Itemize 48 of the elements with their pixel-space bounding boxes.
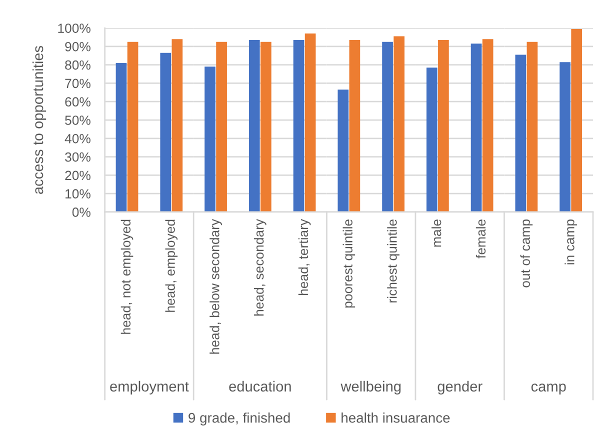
bar	[216, 42, 227, 212]
y-tick-label: 80%	[65, 60, 90, 70]
bar	[260, 42, 272, 212]
y-tick-label: 0%	[72, 208, 90, 217]
bar	[470, 44, 482, 212]
x-axis-title: camp	[531, 384, 566, 394]
bar	[338, 90, 349, 212]
bar	[304, 34, 316, 212]
bar	[394, 36, 404, 212]
bar	[293, 40, 304, 212]
bar	[204, 66, 216, 212]
x-tick-label: richest quintile	[387, 220, 400, 302]
bar	[160, 52, 172, 212]
x-tick-label: head, below secondary	[210, 218, 222, 354]
bar	[116, 62, 127, 212]
bar	[172, 39, 183, 212]
x-tick-label: male	[432, 220, 442, 247]
x-axis-title: gender	[438, 380, 482, 394]
bar	[438, 40, 449, 212]
x-axis-title: education	[229, 380, 291, 392]
x-tick-label: head, not employed	[120, 220, 134, 334]
y-tick-label: 60%	[65, 97, 90, 107]
y-tick-label: 90%	[65, 42, 90, 52]
x-tick-label: head, secondary	[254, 218, 266, 316]
x-tick-label: in camp	[564, 219, 577, 264]
y-axis-title: access to opportunities	[32, 46, 46, 194]
bar	[248, 40, 260, 212]
y-tick-label: 100%	[58, 24, 90, 33]
x-tick-label: head, tertiary	[298, 218, 311, 296]
y-tick-label: 70%	[65, 78, 90, 88]
y-tick-label: 40%	[64, 134, 90, 144]
x-axis-title: wellbeing	[340, 380, 401, 394]
bar	[349, 40, 360, 212]
x-tick-label: poorest quintile	[342, 220, 356, 308]
x-tick-label: female	[476, 220, 486, 258]
x-tick-label: out of camp	[520, 219, 533, 288]
y-tick-label: 50%	[65, 116, 90, 125]
legend-label: 9 grade, finished	[188, 412, 290, 426]
y-tick-label: 10%	[66, 189, 90, 199]
bar	[382, 42, 393, 212]
y-tick-label: 30%	[65, 152, 90, 162]
legend-label: health insuarance	[342, 412, 450, 423]
y-tick-label: 20%	[65, 170, 90, 180]
x-axis-title: employment	[110, 380, 189, 394]
bar	[426, 68, 438, 212]
bar	[127, 42, 138, 212]
x-tick-label: head, employed	[165, 220, 178, 312]
bar	[482, 39, 494, 212]
